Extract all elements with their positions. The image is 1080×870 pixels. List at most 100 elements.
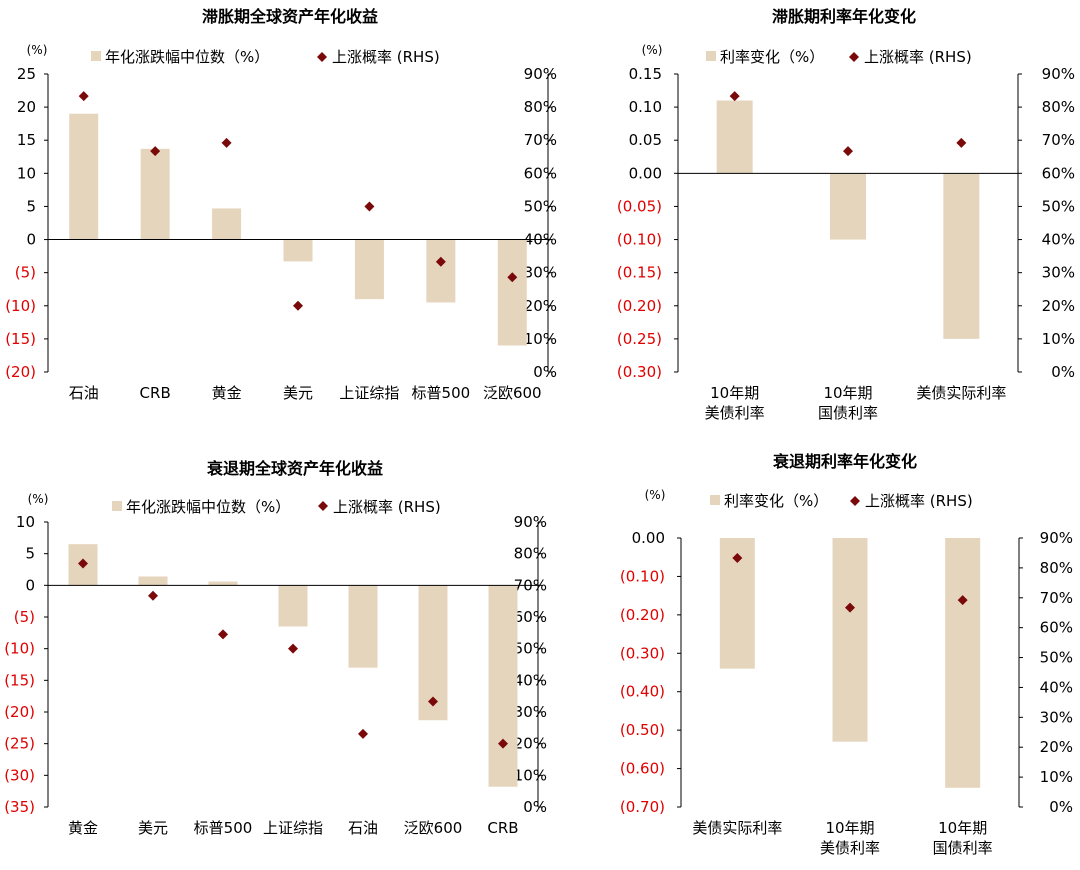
right-tick-label: 20% <box>1042 297 1075 315</box>
bar <box>943 173 980 339</box>
right-tick-label: 0% <box>1051 363 1075 381</box>
chart-title: 衰退期利率年化变化 <box>772 452 917 471</box>
right-tick-label: 20% <box>1040 738 1073 756</box>
marker-point <box>956 137 967 148</box>
right-tick-label: 50% <box>514 640 547 658</box>
legend-marker-label: 上涨概率 (RHS) <box>864 48 972 66</box>
left-tick-label: (0.70) <box>620 798 665 816</box>
unit-label: (%) <box>28 492 49 506</box>
marker-point <box>364 201 375 212</box>
right-tick-label: 70% <box>524 131 557 149</box>
left-tick-label: (0.20) <box>620 606 665 624</box>
right-tick-label: 30% <box>524 264 557 282</box>
right-tick-label: 50% <box>1040 649 1073 667</box>
left-tick-label: (0.10) <box>620 567 665 585</box>
marker-point <box>435 256 446 267</box>
marker-point <box>148 590 158 601</box>
category-label: 标普500 <box>194 819 253 837</box>
left-tick-label: 0 <box>25 576 35 594</box>
bar <box>348 585 378 668</box>
chart-svg: 滞胀期全球资产年化收益 (%) 年化涨跌幅中位数（%） 上涨概率 (RHS) (… <box>5 7 557 402</box>
bar <box>138 576 168 586</box>
bar <box>945 538 981 788</box>
bar <box>208 581 238 586</box>
marker-point <box>288 643 298 654</box>
left-tick-label: (10) <box>5 297 36 315</box>
category-label: 美元 <box>283 384 313 402</box>
bar <box>354 239 384 300</box>
bar <box>488 585 518 787</box>
bar <box>140 148 170 240</box>
category-label: 10年期 <box>825 819 874 837</box>
plot-area: (35) (30) (25) (20) (15) (10) (5) 0 5 10 0% 10% 20% 3… <box>4 513 547 837</box>
left-tick-label: 15 <box>17 131 36 149</box>
bar <box>832 538 868 742</box>
left-tick-label: 0.05 <box>629 131 662 149</box>
right-tick-label: 60% <box>1042 164 1075 182</box>
right-tick-label: 70% <box>1040 589 1073 607</box>
right-tick-label: 40% <box>514 671 547 689</box>
right-tick-label: 50% <box>1042 197 1075 215</box>
bar <box>283 239 313 262</box>
unit-label: (%) <box>27 43 48 57</box>
chart-panel-recession-assets: 衰退期全球资产年化收益 (%) 年化涨跌幅中位数（%） 上涨概率 (RHS) (… <box>0 436 560 866</box>
bar <box>278 585 308 627</box>
legend-bar-label: 年化涨跌幅中位数（%） <box>105 48 269 66</box>
legend-marker-label: 上涨概率 (RHS) <box>332 48 440 66</box>
marker-point <box>218 629 228 640</box>
unit-label: (%) <box>642 43 663 57</box>
right-tick-label: 20% <box>514 735 547 753</box>
chart-svg: 衰退期全球资产年化收益 (%) 年化涨跌幅中位数（%） 上涨概率 (RHS) (… <box>4 459 547 837</box>
right-tick-label: 60% <box>524 164 557 182</box>
chart-panel-stagflation-rates: 滞胀期利率年化变化 (%) 利率变化（%） 上涨概率 (RHS) (0.30)(… <box>560 0 1080 430</box>
chart-panel-stagflation-assets: 滞胀期全球资产年化收益 (%) 年化涨跌幅中位数（%） 上涨概率 (RHS) (… <box>0 0 560 430</box>
right-tick-label: 40% <box>1040 678 1073 696</box>
left-tick-label: (15) <box>5 330 36 348</box>
left-tick-label: (0.60) <box>620 760 665 778</box>
category-label: 美债实际利率 <box>692 819 782 837</box>
left-tick-label: (0.30) <box>617 363 662 381</box>
marker-point <box>78 558 88 569</box>
category-label: 10年期 <box>710 384 759 402</box>
legend-bar-swatch <box>706 51 716 61</box>
category-label: 石油 <box>69 384 99 402</box>
chart-title: 滞胀期利率年化变化 <box>772 7 916 26</box>
left-tick-label: (5) <box>14 608 35 626</box>
right-tick-label: 80% <box>1040 559 1073 577</box>
left-tick-label: 25 <box>17 65 36 83</box>
chart-title: 滞胀期全球资产年化收益 <box>202 7 378 26</box>
left-tick-label: (20) <box>5 363 36 381</box>
right-tick-label: 90% <box>524 65 557 83</box>
right-tick-label: 30% <box>514 703 547 721</box>
marker-point <box>358 728 368 739</box>
right-tick-label: 60% <box>514 608 547 626</box>
category-label: 标普500 <box>412 384 471 402</box>
category-label: 国债利率 <box>933 839 993 857</box>
right-tick-label: 30% <box>1042 264 1075 282</box>
legend-bar-label: 利率变化（%） <box>724 492 828 510</box>
left-tick-label: 5 <box>26 197 36 215</box>
left-tick-label: (0.40) <box>620 683 665 701</box>
bar <box>426 239 456 303</box>
chart-svg: 衰退期利率年化变化 (%) 利率变化（%） 上涨概率 (RHS) (0.70)(… <box>620 452 1073 857</box>
bar <box>69 113 99 240</box>
legend-marker-swatch <box>317 52 327 62</box>
category-label: 10年期 <box>938 819 987 837</box>
left-tick-label: 0.00 <box>629 164 662 182</box>
category-label: 国债利率 <box>818 404 878 422</box>
category-label: 泛欧600 <box>483 384 542 402</box>
right-tick-label: 50% <box>524 197 557 215</box>
legend-marker-label: 上涨概率 (RHS) <box>865 492 973 510</box>
right-tick-label: 20% <box>524 297 557 315</box>
left-tick-label: (25) <box>4 735 35 753</box>
right-tick-label: 70% <box>1042 131 1075 149</box>
category-label: 上证综指 <box>263 819 323 837</box>
left-tick-label: (0.10) <box>617 231 662 249</box>
right-tick-label: 10% <box>514 766 547 784</box>
category-label: 美债实际利率 <box>916 384 1006 402</box>
left-tick-label: (0.50) <box>620 721 665 739</box>
left-tick-label: 0.10 <box>629 98 662 116</box>
right-tick-label: 30% <box>1040 708 1073 726</box>
left-tick-label: (35) <box>4 798 35 816</box>
category-label: 石油 <box>348 819 378 837</box>
